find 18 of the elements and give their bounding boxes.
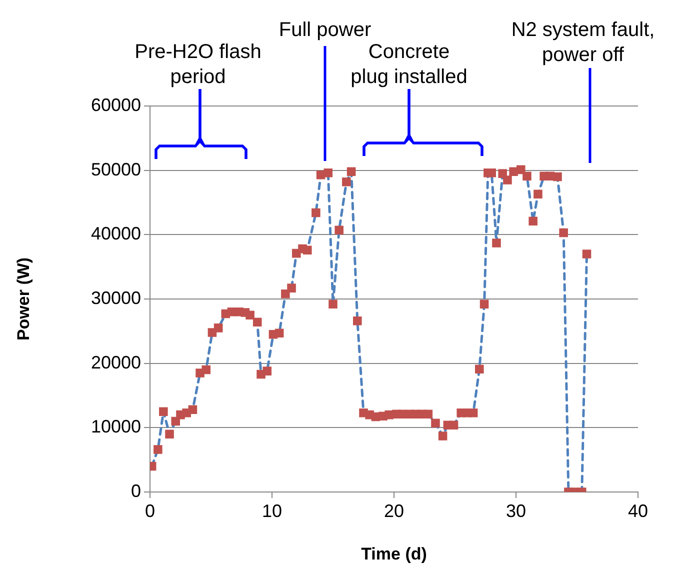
text: Pre-H2O flash period bbox=[134, 41, 262, 88]
x-tick-label: 30 bbox=[506, 500, 526, 521]
y-tick-label: 10000 bbox=[90, 416, 141, 437]
x-axis-title: Time (d) bbox=[361, 544, 427, 564]
x-tick-label: 0 bbox=[144, 500, 156, 521]
x-tick-label: 10 bbox=[262, 500, 282, 521]
x-tick-label: 40 bbox=[628, 500, 648, 521]
y-tick-label: 20000 bbox=[90, 352, 141, 372]
text: N2 system fault, power off bbox=[511, 19, 655, 66]
y-tick-label: 60000 bbox=[90, 94, 141, 115]
text: Full power bbox=[278, 19, 372, 41]
x-tick-label: 20 bbox=[384, 500, 404, 521]
y-axis-title: Power (W) bbox=[14, 257, 33, 341]
text: Concrete plug installed bbox=[350, 41, 468, 88]
y-tick-label: 40000 bbox=[90, 224, 141, 244]
y-tick-label: 0 bbox=[130, 480, 141, 501]
y-tick-label: 50000 bbox=[90, 159, 141, 180]
y-tick-label: 30000 bbox=[90, 288, 141, 308]
